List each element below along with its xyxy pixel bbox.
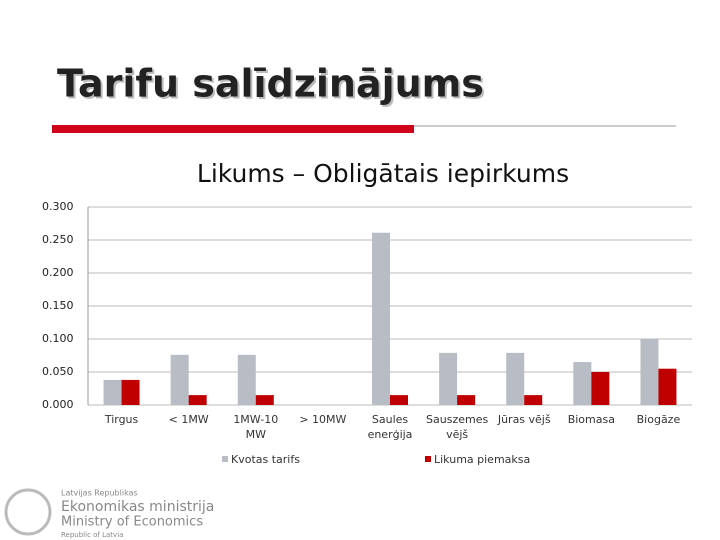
bar — [170, 354, 189, 405]
bar — [640, 339, 659, 405]
logo-text: Republic of Latvia — [61, 531, 123, 539]
y-tick-label: 0.300 — [42, 200, 74, 213]
bar — [121, 379, 140, 405]
chart-title: Likums – Obligātais iepirkums — [197, 159, 569, 188]
logo-text: Ekonomikas ministrija — [61, 499, 214, 515]
bar — [573, 362, 592, 405]
x-tick-label: Biogāze — [636, 413, 681, 426]
bar — [524, 395, 543, 405]
bar — [103, 379, 122, 405]
bar — [591, 372, 610, 405]
logo-text: Ministry of Economics — [61, 515, 203, 530]
x-tick-label: 1MW-10 MW — [233, 413, 279, 441]
bar — [372, 232, 390, 405]
bar — [658, 368, 677, 405]
legend-label: Kvotas tarifs — [231, 453, 300, 466]
title-underline — [52, 125, 414, 133]
x-tick-label: Jūras vējš — [497, 413, 551, 426]
y-tick-label: 0.150 — [42, 299, 74, 312]
title-shadow: Tarifu salīdzinājums — [59, 64, 486, 108]
legend-swatch — [425, 456, 431, 462]
bar — [439, 352, 458, 405]
x-tick-label: > 10MW — [299, 413, 347, 426]
x-tick-label: Biomasa — [567, 413, 615, 426]
y-tick-label: 0.100 — [42, 332, 74, 345]
bar — [237, 354, 256, 405]
logo-emblem — [4, 488, 52, 536]
bar — [457, 395, 476, 405]
bar — [255, 395, 274, 405]
y-tick-label: 0.000 — [42, 398, 74, 411]
logo: Latvijas Republikas Ekonomikas ministrij… — [4, 488, 214, 539]
logo-text: Latvijas Republikas — [61, 489, 138, 498]
x-tick-label: Tirgus — [104, 413, 139, 426]
slide-title: Tarifu salīdzinājums — [57, 62, 484, 106]
bar — [506, 352, 525, 405]
y-tick-label: 0.250 — [42, 233, 74, 246]
bar — [390, 395, 408, 405]
y-tick-label: 0.050 — [42, 365, 74, 378]
legend-swatch — [222, 456, 228, 462]
x-tick-label: < 1MW — [168, 413, 209, 426]
bar — [188, 395, 207, 405]
legend-label: Likuma piemaksa — [434, 453, 530, 466]
y-tick-label: 0.200 — [42, 266, 74, 279]
x-tick-label: Saules enerģija — [367, 413, 413, 441]
x-tick-label: Sauszemes vējš — [426, 413, 489, 441]
